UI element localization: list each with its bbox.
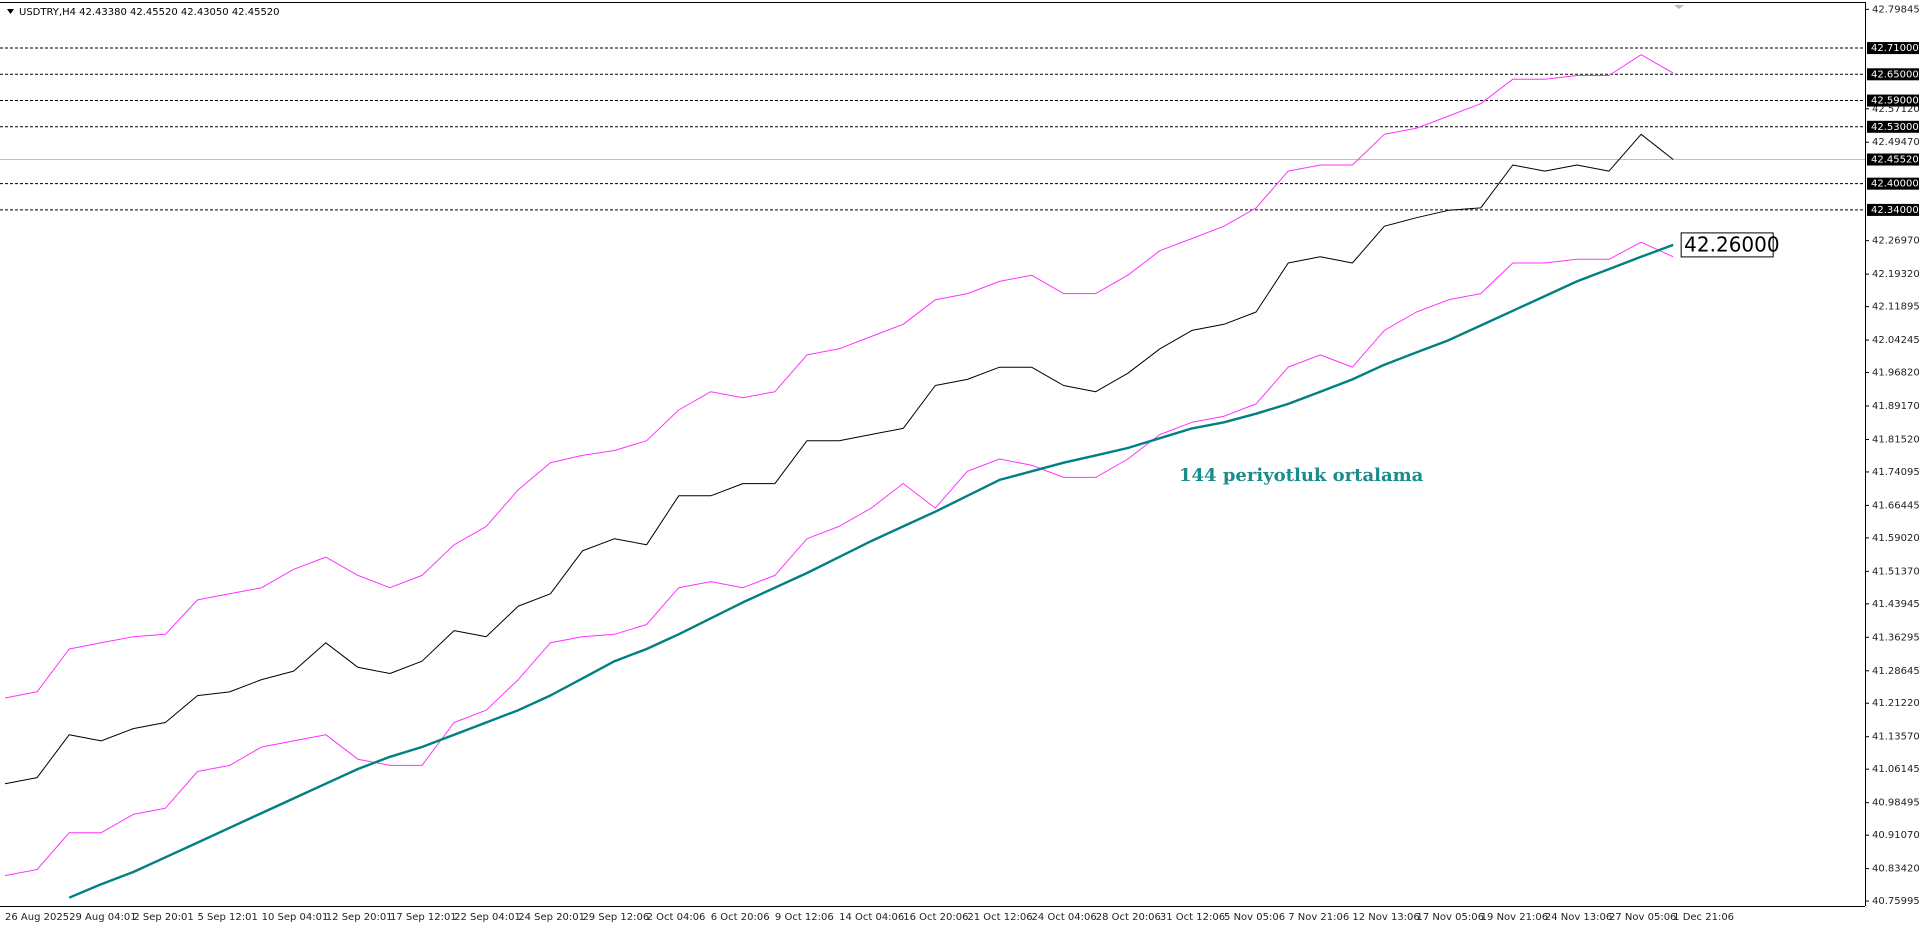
y-tick-label: 42.19320 xyxy=(1872,269,1920,280)
x-tick-label: 9 Oct 12:06 xyxy=(775,912,834,923)
y-tick-label: 40.91070 xyxy=(1872,830,1920,841)
level-label-box xyxy=(1867,177,1919,190)
level-label: 42.34000 xyxy=(1871,205,1919,216)
y-tick-label: 41.06145 xyxy=(1872,764,1920,775)
level-label-box xyxy=(1867,94,1919,107)
menu-arrow[interactable] xyxy=(7,9,14,14)
x-tick-label: 17 Sep 12:01 xyxy=(390,912,457,923)
y-tick-label: 41.51370 xyxy=(1872,566,1920,577)
level-label-box xyxy=(1867,42,1919,55)
x-tick-label: 12 Sep 20:01 xyxy=(326,912,393,923)
y-tick-label: 42.57120 xyxy=(1872,104,1920,115)
chart-title: USDTRY,H4 42.43380 42.45520 42.43050 42.… xyxy=(19,7,280,18)
y-tick-label: 41.13570 xyxy=(1872,732,1920,743)
x-tick-label: 5 Sep 12:01 xyxy=(197,912,257,923)
level-label: 42.65000 xyxy=(1871,69,1919,80)
y-tick-label: 41.59020 xyxy=(1872,533,1920,544)
series-line xyxy=(4,54,1674,699)
y-tick-label: 40.75995 xyxy=(1872,896,1920,907)
level-label: 42.40000 xyxy=(1871,179,1919,190)
series-line xyxy=(4,133,1674,785)
x-tick-label: 7 Nov 21:06 xyxy=(1288,912,1349,923)
y-tick-label: 42.04245 xyxy=(1872,335,1920,346)
end-label: 42.26000 xyxy=(1684,232,1779,256)
x-tick-label: 10 Sep 04:01 xyxy=(262,912,329,923)
x-tick-label: 16 Oct 20:06 xyxy=(903,912,968,923)
x-tick-label: 12 Nov 13:06 xyxy=(1352,912,1419,923)
x-tick-label: 2 Oct 04:06 xyxy=(647,912,706,923)
annotation: 144 periyotluk ortalama xyxy=(1179,465,1424,486)
x-tick-label: 24 Nov 13:06 xyxy=(1545,912,1612,923)
x-tick-label: 22 Sep 04:01 xyxy=(454,912,521,923)
y-tick-label: 41.36295 xyxy=(1872,632,1920,643)
x-tick-label: 1 Dec 21:06 xyxy=(1673,912,1734,923)
y-tick-label: 41.81520 xyxy=(1872,434,1920,445)
shift-marker xyxy=(1674,5,1684,9)
x-tick-label: 14 Oct 04:06 xyxy=(839,912,904,923)
level-label-box xyxy=(1867,68,1919,81)
y-tick-label: 41.89170 xyxy=(1872,401,1920,412)
x-tick-label: 5 Nov 05:06 xyxy=(1224,912,1285,923)
level-label-box xyxy=(1867,153,1919,166)
level-label: 42.53000 xyxy=(1871,122,1919,133)
y-tick-label: 41.43945 xyxy=(1872,599,1920,610)
y-tick-label: 41.21220 xyxy=(1872,698,1920,709)
level-label: 42.45520 xyxy=(1871,155,1919,166)
x-tick-label: 28 Oct 20:06 xyxy=(1096,912,1161,923)
series-line xyxy=(4,241,1674,877)
level-label: 42.59000 xyxy=(1871,96,1919,107)
level-label-box xyxy=(1867,203,1919,216)
x-tick-label: 26 Aug 2025 xyxy=(5,912,69,923)
y-tick-label: 42.26970 xyxy=(1872,236,1920,247)
end-label-box xyxy=(1680,232,1774,258)
y-tick-label: 40.83420 xyxy=(1872,864,1920,875)
y-tick-label: 42.79845 xyxy=(1872,4,1920,15)
level-label-box xyxy=(1867,120,1919,133)
level-label: 42.71000 xyxy=(1871,43,1919,54)
x-tick-label: 24 Oct 04:06 xyxy=(1032,912,1097,923)
y-tick-label: 41.96820 xyxy=(1872,368,1920,379)
x-tick-label: 29 Sep 12:06 xyxy=(582,912,649,923)
x-tick-label: 19 Nov 21:06 xyxy=(1481,912,1548,923)
x-tick-label: 27 Nov 05:06 xyxy=(1609,912,1676,923)
x-tick-label: 17 Nov 05:06 xyxy=(1417,912,1484,923)
y-tick-label: 41.66445 xyxy=(1872,500,1920,511)
y-tick-label: 42.11895 xyxy=(1872,302,1920,313)
series-line xyxy=(68,243,1674,899)
x-tick-label: 6 Oct 20:06 xyxy=(711,912,770,923)
x-tick-label: 29 Aug 04:01 xyxy=(69,912,136,923)
x-tick-label: 24 Sep 20:01 xyxy=(518,912,585,923)
y-tick-label: 40.98495 xyxy=(1872,798,1920,809)
y-tick-label: 41.28645 xyxy=(1872,666,1920,677)
y-tick-label: 42.49470 xyxy=(1872,137,1920,148)
y-tick-label: 41.74095 xyxy=(1872,467,1920,478)
x-tick-label: 21 Oct 12:06 xyxy=(967,912,1032,923)
x-tick-label: 2 Sep 20:01 xyxy=(133,912,193,923)
x-tick-label: 31 Oct 12:06 xyxy=(1160,912,1225,923)
